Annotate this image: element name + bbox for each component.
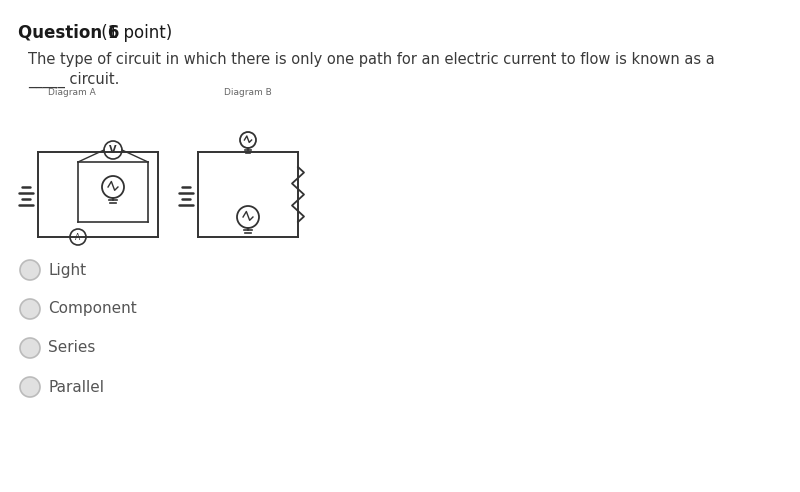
Text: (1 point): (1 point) xyxy=(96,24,172,42)
Circle shape xyxy=(20,338,40,358)
Circle shape xyxy=(20,299,40,319)
Circle shape xyxy=(70,229,86,245)
Text: Diagram A: Diagram A xyxy=(48,88,96,97)
Text: _____ circuit.: _____ circuit. xyxy=(28,72,119,88)
Text: V: V xyxy=(110,145,117,155)
Text: Component: Component xyxy=(48,302,137,316)
Circle shape xyxy=(20,377,40,397)
Text: The type of circuit in which there is only one path for an electric current to f: The type of circuit in which there is on… xyxy=(28,52,714,67)
Circle shape xyxy=(104,141,122,159)
Text: A: A xyxy=(75,233,81,242)
Text: Question 6: Question 6 xyxy=(18,24,119,42)
Text: Parallel: Parallel xyxy=(48,379,104,395)
Text: Light: Light xyxy=(48,263,86,277)
Text: Diagram B: Diagram B xyxy=(224,88,272,97)
Text: Series: Series xyxy=(48,340,95,356)
Circle shape xyxy=(20,260,40,280)
